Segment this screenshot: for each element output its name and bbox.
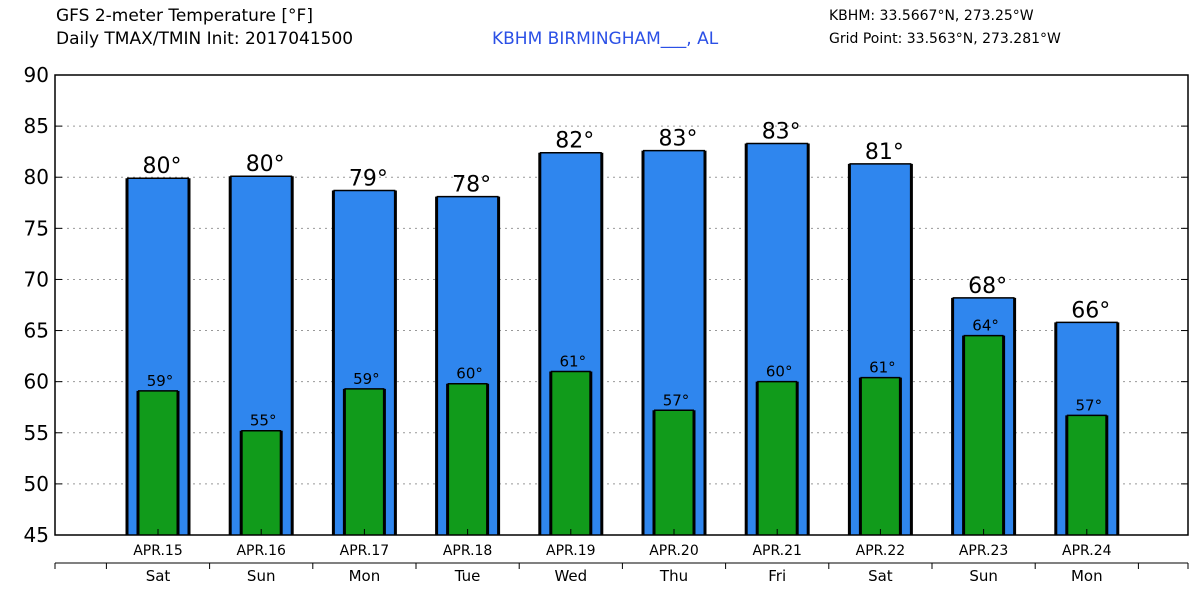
- y-tick-label: 60: [24, 370, 49, 394]
- y-tick-label: 85: [24, 114, 49, 138]
- tmax-label: 79°: [349, 167, 388, 192]
- station-name: KBHM BIRMINGHAM___, AL: [492, 29, 719, 49]
- x-weekday-label: Sun: [969, 567, 998, 585]
- chart-subtitle: Daily TMAX/TMIN Init: 2017041500: [56, 29, 354, 49]
- tmin-label: 59°: [147, 372, 174, 390]
- grid-point-coords: Grid Point: 33.563°N, 273.281°W: [829, 31, 1061, 47]
- x-weekday-label: Fri: [768, 567, 786, 585]
- x-weekday-label: Wed: [554, 567, 587, 585]
- tmin-bar: [757, 381, 798, 535]
- tmin-label: 57°: [1076, 396, 1103, 414]
- y-tick-label: 75: [24, 216, 49, 240]
- tmin-bar: [241, 430, 282, 535]
- plot-frame: [54, 74, 1189, 536]
- tmin-label: 60°: [456, 365, 483, 383]
- tmin-label: 55°: [250, 412, 277, 430]
- tmax-label: 80°: [143, 154, 182, 179]
- tmin-label: 60°: [766, 363, 793, 381]
- tmin-bar: [344, 388, 385, 535]
- tmax-label: 81°: [865, 140, 904, 165]
- tmin-label: 59°: [353, 370, 380, 388]
- tmin-bar: [1066, 415, 1107, 535]
- x-weekday-label: Sun: [247, 567, 276, 585]
- y-tick-label: 90: [24, 63, 49, 87]
- station-coords: KBHM: 33.5667°N, 273.25°W: [829, 8, 1034, 24]
- tmin-bar: [138, 390, 178, 535]
- tmax-label: 80°: [246, 152, 285, 177]
- y-tick-label: 65: [24, 319, 49, 343]
- tmin-bar: [963, 335, 1004, 535]
- x-tick-label: APR.19: [546, 543, 596, 559]
- x-weekday-label: Thu: [659, 567, 688, 585]
- x-weekday-label: Tue: [454, 567, 481, 585]
- x-weekday-label: Mon: [349, 567, 381, 585]
- tmin-bar: [550, 371, 591, 535]
- chart-title: GFS 2-meter Temperature [°F]: [56, 6, 313, 26]
- tmax-label: 83°: [762, 119, 801, 144]
- x-tick-label: APR.24: [1062, 543, 1112, 559]
- x-tick-label: APR.15: [133, 543, 183, 559]
- tmax-label: 78°: [452, 173, 491, 198]
- x-tick-label: APR.21: [752, 543, 802, 559]
- y-tick-label: 50: [24, 472, 49, 496]
- x-weekday-label: Sat: [146, 567, 171, 585]
- x-tick-label: APR.17: [340, 543, 390, 559]
- tmax-label: 66°: [1071, 298, 1110, 323]
- y-tick-label: 70: [24, 267, 49, 291]
- tmin-bar: [860, 377, 901, 535]
- tmax-label: 83°: [659, 127, 698, 152]
- x-tick-label: APR.20: [649, 543, 699, 559]
- tmin-label: 57°: [663, 391, 690, 409]
- tmax-label: 82°: [555, 129, 594, 154]
- tmin-label: 61°: [869, 359, 896, 377]
- x-tick-label: APR.23: [959, 543, 1009, 559]
- x-tick-label: APR.22: [856, 543, 906, 559]
- x-tick-label: APR.18: [443, 543, 493, 559]
- x-tick-label: APR.16: [236, 543, 286, 559]
- x-weekday-label: Mon: [1071, 567, 1103, 585]
- tmin-label: 61°: [560, 352, 587, 370]
- y-tick-label: 55: [24, 421, 49, 445]
- y-tick-label: 45: [24, 523, 49, 547]
- x-weekday-label: Sat: [868, 567, 893, 585]
- tmin-bar: [654, 410, 694, 535]
- tmax-label: 68°: [968, 274, 1007, 299]
- y-tick-label: 80: [24, 165, 49, 189]
- tmin-label: 64°: [972, 317, 999, 335]
- tmin-bar: [447, 383, 488, 535]
